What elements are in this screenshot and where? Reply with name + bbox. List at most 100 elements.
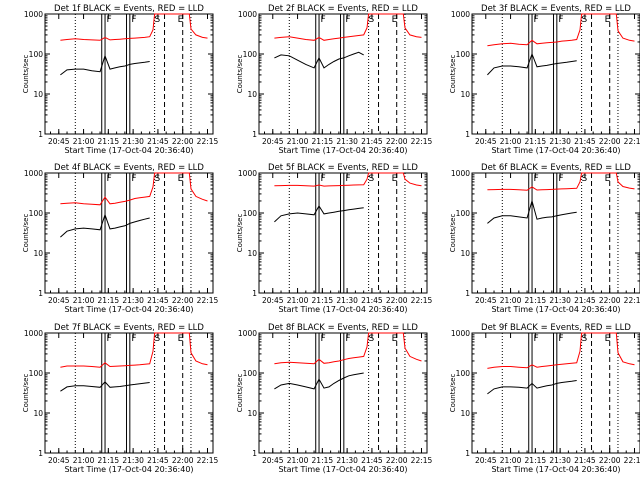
y-tick-label: 1000 xyxy=(451,329,470,338)
plot-frame xyxy=(44,332,214,454)
events-series-line xyxy=(274,51,364,69)
panel-title: Det 5f BLACK = Events, RED = LLD xyxy=(268,163,418,173)
x-tick-label: 21:45 xyxy=(574,296,596,305)
x-tick-label: 21:00 xyxy=(287,296,309,305)
x-tick-label: 21:30 xyxy=(336,296,358,305)
y-tick-label: 10 xyxy=(247,409,257,418)
y-tick-label: 100 xyxy=(29,369,44,378)
detector-panel: Det 2f BLACK = Events, RED = LLD 1 10 100 10… xyxy=(236,4,433,155)
x-tick-label: 21:00 xyxy=(73,456,95,465)
region-flag-label: E xyxy=(392,15,398,25)
y-tick-label: 1 xyxy=(252,289,257,298)
region-flag-label: S xyxy=(154,334,160,344)
events-series-line xyxy=(487,52,577,76)
region-flag-label: F xyxy=(107,15,112,25)
lld-series-line xyxy=(487,332,635,369)
events-series-line xyxy=(274,372,364,390)
region-flag-label: F xyxy=(558,174,563,184)
x-tick-label: 21:15 xyxy=(98,137,120,146)
y-tick-label: 10 xyxy=(33,249,43,258)
lld-series-line xyxy=(487,172,635,191)
x-tick-label: 21:45 xyxy=(147,137,169,146)
y-tick-label: 100 xyxy=(456,369,471,378)
plot-frame xyxy=(258,332,428,454)
x-tick-label: 22:00 xyxy=(172,137,194,146)
events-series-line xyxy=(487,380,577,395)
panel-title: Det 8f BLACK = Events, RED = LLD xyxy=(268,323,418,333)
region-flag-label: S xyxy=(154,15,160,25)
events-series-line xyxy=(60,381,150,392)
x-tick-label: 21:30 xyxy=(549,137,571,146)
region-flag-label: S xyxy=(581,334,587,344)
region-flag-label: E xyxy=(178,174,184,184)
x-tick-label: 21:45 xyxy=(361,296,383,305)
y-tick-label: 10 xyxy=(460,90,470,99)
x-tick-label: 20:45 xyxy=(262,296,284,305)
region-flag-label: F xyxy=(131,15,136,25)
region-flag-label: S xyxy=(154,174,160,184)
x-tick-label: 22:15 xyxy=(411,296,433,305)
y-tick-label: 1000 xyxy=(238,169,257,178)
region-flag-label: S xyxy=(368,174,374,184)
plot-frame xyxy=(471,172,640,294)
x-tick-label: 21:15 xyxy=(98,296,120,305)
plot-frame xyxy=(44,13,214,135)
x-tick-label: 22:00 xyxy=(172,296,194,305)
y-tick-label: 1000 xyxy=(238,329,257,338)
x-tick-label: 22:15 xyxy=(197,456,219,465)
region-flag-label: F xyxy=(534,15,539,25)
y-axis-label: Counts/sec xyxy=(22,374,30,413)
region-flag-label: F xyxy=(321,15,326,25)
x-tick-label: 20:45 xyxy=(48,296,70,305)
y-tick-label: 1 xyxy=(465,130,470,139)
plot-frame xyxy=(44,172,214,294)
detector-panel: Det 1f BLACK = Events, RED = LLD 1 10 100 10… xyxy=(22,4,219,155)
panel-title: Det 2f BLACK = Events, RED = LLD xyxy=(268,4,418,14)
region-flag-label: F xyxy=(107,334,112,344)
x-axis-label: Start Time (17-Oct-04 20:36:40) xyxy=(491,146,620,155)
panel-title: Det 9f BLACK = Events, RED = LLD xyxy=(481,323,631,333)
x-tick-label: 22:00 xyxy=(386,456,408,465)
x-tick-label: 22:15 xyxy=(197,296,219,305)
x-axis-label: Start Time (17-Oct-04 20:36:40) xyxy=(491,305,620,314)
y-tick-label: 1000 xyxy=(24,10,43,19)
y-tick-label: 1 xyxy=(252,449,257,458)
y-tick-label: 10 xyxy=(460,409,470,418)
x-tick-label: 21:45 xyxy=(361,456,383,465)
y-tick-label: 10 xyxy=(33,409,43,418)
x-tick-label: 22:00 xyxy=(599,296,621,305)
x-axis-label: Start Time (17-Oct-04 20:36:40) xyxy=(64,305,193,314)
detector-panel: Det 6f BLACK = Events, RED = LLD 1 10 100 10… xyxy=(449,163,640,314)
panel-title: Det 7f BLACK = Events, RED = LLD xyxy=(54,323,204,333)
y-tick-label: 1 xyxy=(465,449,470,458)
y-tick-label: 100 xyxy=(456,50,471,59)
x-tick-label: 20:45 xyxy=(48,456,70,465)
x-tick-label: 21:30 xyxy=(549,296,571,305)
y-tick-label: 1 xyxy=(465,289,470,298)
x-tick-label: 22:15 xyxy=(624,137,640,146)
region-flag-label: E xyxy=(605,334,611,344)
x-tick-label: 21:00 xyxy=(500,137,522,146)
y-tick-label: 1 xyxy=(38,289,43,298)
x-tick-label: 21:15 xyxy=(98,456,120,465)
x-tick-label: 22:15 xyxy=(411,137,433,146)
x-tick-label: 21:30 xyxy=(122,456,144,465)
y-tick-label: 100 xyxy=(243,209,258,218)
y-tick-label: 10 xyxy=(460,249,470,258)
x-tick-label: 21:45 xyxy=(147,456,169,465)
x-tick-label: 21:00 xyxy=(500,296,522,305)
y-axis-label: Counts/sec xyxy=(236,55,244,94)
x-tick-label: 22:00 xyxy=(386,296,408,305)
events-series-line xyxy=(274,205,364,223)
y-axis-label: Counts/sec xyxy=(22,55,30,94)
region-flag-label: F xyxy=(107,174,112,184)
y-axis-label: Counts/sec xyxy=(449,214,457,253)
region-flag-label: F xyxy=(345,334,350,344)
y-tick-label: 1 xyxy=(38,130,43,139)
region-flag-label: E xyxy=(178,334,184,344)
y-tick-label: 1 xyxy=(38,449,43,458)
x-axis-label: Start Time (17-Oct-04 20:36:40) xyxy=(64,146,193,155)
detector-panel: Det 4f BLACK = Events, RED = LLD 1 10 100 10… xyxy=(22,163,219,314)
y-tick-label: 10 xyxy=(33,90,43,99)
region-flag-label: F xyxy=(558,334,563,344)
